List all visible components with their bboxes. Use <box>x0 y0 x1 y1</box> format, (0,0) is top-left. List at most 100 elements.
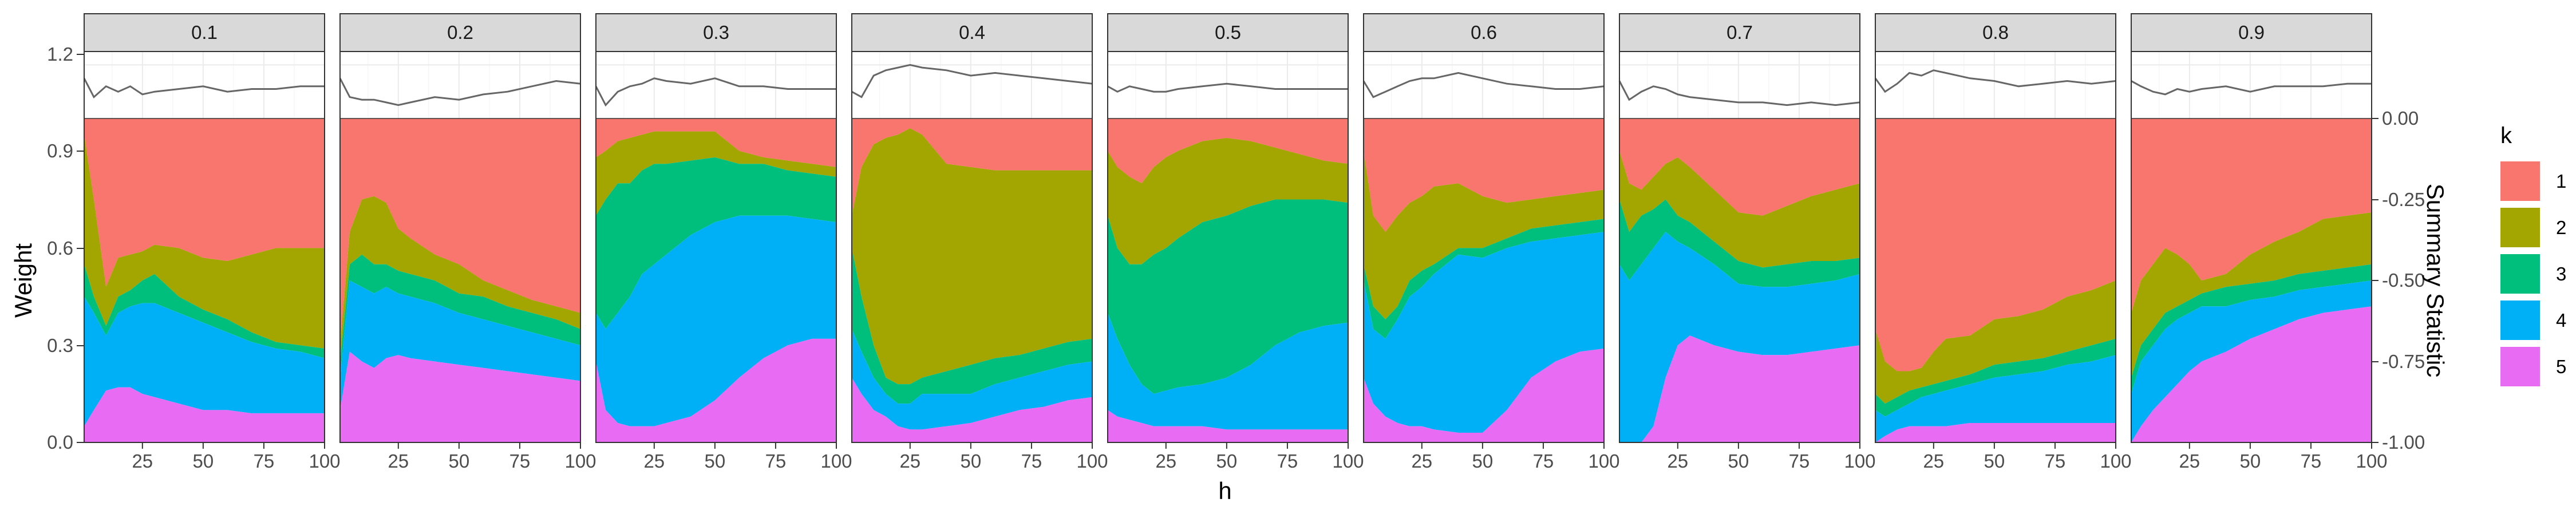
area-layer-k5 <box>1364 348 1604 442</box>
panel-border <box>1363 51 1605 443</box>
x-tick-label: 100 <box>309 450 340 472</box>
facet-panel: 0.7 25 50 75 100 <box>1618 13 1876 472</box>
y-right-tick-label: -0.75 <box>2382 351 2425 372</box>
facet-strip <box>2131 13 2372 52</box>
x-tick-label: 75 <box>1533 450 1554 472</box>
x-tick-label: 25 <box>899 450 920 472</box>
panel-border <box>84 51 325 443</box>
area-layer-k5 <box>2131 306 2372 442</box>
y-right-axis-label: Summary Statistic <box>2422 184 2449 377</box>
legend-title: k <box>2500 123 2512 148</box>
area-layer-k1 <box>340 118 580 346</box>
area-layer-k4 <box>2131 280 2372 442</box>
facet-strip <box>339 13 581 52</box>
facet-panel: 0.6 25 50 75 100 <box>1362 13 1620 472</box>
x-tick-label: 75 <box>2301 450 2322 472</box>
area-layer-k3 <box>852 248 1092 404</box>
facet-strip-label: 0.4 <box>959 22 985 43</box>
area-layer-k2 <box>340 196 580 362</box>
y-left-tick-label: 0.3 <box>47 335 73 356</box>
legend-label: 1 <box>2556 171 2566 192</box>
x-tick-label: 25 <box>132 450 153 472</box>
x-tick-label: 100 <box>564 450 596 472</box>
summary-panel-bg <box>1108 52 1348 118</box>
summary-line <box>1107 82 1348 93</box>
y-right-tick-label: -0.50 <box>2382 270 2425 291</box>
area-layer-k4 <box>596 215 836 426</box>
area-layer-k5 <box>1875 423 2116 442</box>
facet-strip-label: 0.9 <box>2238 22 2265 43</box>
area-layer-k2 <box>852 128 1092 385</box>
x-tick-label: 50 <box>1728 450 1749 472</box>
x-tick-label: 100 <box>1844 450 1875 472</box>
area-layer-k1 <box>852 118 1092 216</box>
x-tick-label: 75 <box>2045 450 2066 472</box>
legend-label: 3 <box>2556 263 2566 284</box>
facet-strip <box>1107 13 1349 52</box>
area-layer-k2 <box>1875 280 2116 404</box>
x-tick-label: 25 <box>1411 450 1432 472</box>
facet-strip <box>1875 13 2116 52</box>
area-layer-k4 <box>1364 232 1604 433</box>
facet-strip <box>1619 13 1860 52</box>
legend-label: 2 <box>2556 217 2566 238</box>
x-tick-label: 100 <box>1588 450 1619 472</box>
area-layer-k1 <box>596 118 836 167</box>
facet-panel: 0.2 25 50 75 100 <box>339 13 596 472</box>
legend-swatch <box>2500 208 2540 247</box>
legend-swatch <box>2500 347 2540 386</box>
x-tick-label: 75 <box>509 450 531 472</box>
area-layer-k2 <box>84 135 325 349</box>
area-layer-k5 <box>596 338 836 442</box>
summary-line <box>595 77 836 107</box>
legend-label: 4 <box>2556 310 2566 331</box>
y-axis-label: Weight <box>10 243 37 318</box>
area-layer-k1 <box>1108 118 1348 184</box>
x-tick-label: 75 <box>1021 450 1042 472</box>
summary-line <box>339 78 581 106</box>
x-tick-label: 50 <box>449 450 470 472</box>
area-layer-k5 <box>852 377 1092 442</box>
area-layer-k2 <box>1619 151 1860 268</box>
area-layer-k1 <box>84 118 325 287</box>
legend-swatch <box>2500 300 2540 340</box>
summary-panel-bg <box>1619 52 1860 118</box>
area-layer-k2 <box>596 131 836 216</box>
area-layer-k4 <box>1108 313 1348 430</box>
panel-border <box>339 51 581 443</box>
area-layer-k4 <box>1875 355 2116 442</box>
y-left-tick-label: 0.9 <box>47 140 73 161</box>
area-layer-k1 <box>1619 118 1860 216</box>
summary-line <box>2131 80 2372 96</box>
legend-swatch <box>2500 254 2540 294</box>
panel-border <box>595 51 837 443</box>
summary-panel-bg <box>1875 52 2116 118</box>
facet-strip-label: 0.8 <box>1982 22 2009 43</box>
facet-strip <box>595 13 837 52</box>
summary-panel-bg <box>84 52 325 118</box>
area-layer-k3 <box>1108 199 1348 394</box>
summary-line <box>1874 69 2116 93</box>
area-layer-k1 <box>1364 118 1604 232</box>
x-tick-label: 75 <box>765 450 787 472</box>
area-layer-k4 <box>340 280 580 410</box>
x-axis-label: h <box>1218 477 1231 504</box>
panel-border <box>1107 51 1349 443</box>
facet-strip-label: 0.3 <box>703 22 729 43</box>
area-layer-k3 <box>340 254 580 378</box>
legend-label: 5 <box>2556 356 2566 377</box>
facet-panel: 0.5 25 50 75 100 <box>1107 13 1364 472</box>
y-left-tick-label: 1.2 <box>47 44 73 65</box>
area-layer-k3 <box>596 157 836 329</box>
panel-border <box>851 51 1093 443</box>
summary-panel-bg <box>340 52 580 118</box>
x-tick-label: 100 <box>820 450 852 472</box>
facet-strip <box>1363 13 1605 52</box>
facet-strip-label: 0.6 <box>1471 22 1497 43</box>
area-layer-k5 <box>84 387 325 442</box>
legend: k 1 2 3 4 5 <box>2500 123 2566 386</box>
area-layer-k1 <box>2131 118 2372 313</box>
x-tick-label: 25 <box>1667 450 1688 472</box>
panel-border <box>2131 51 2372 443</box>
x-tick-label: 25 <box>2179 450 2200 472</box>
